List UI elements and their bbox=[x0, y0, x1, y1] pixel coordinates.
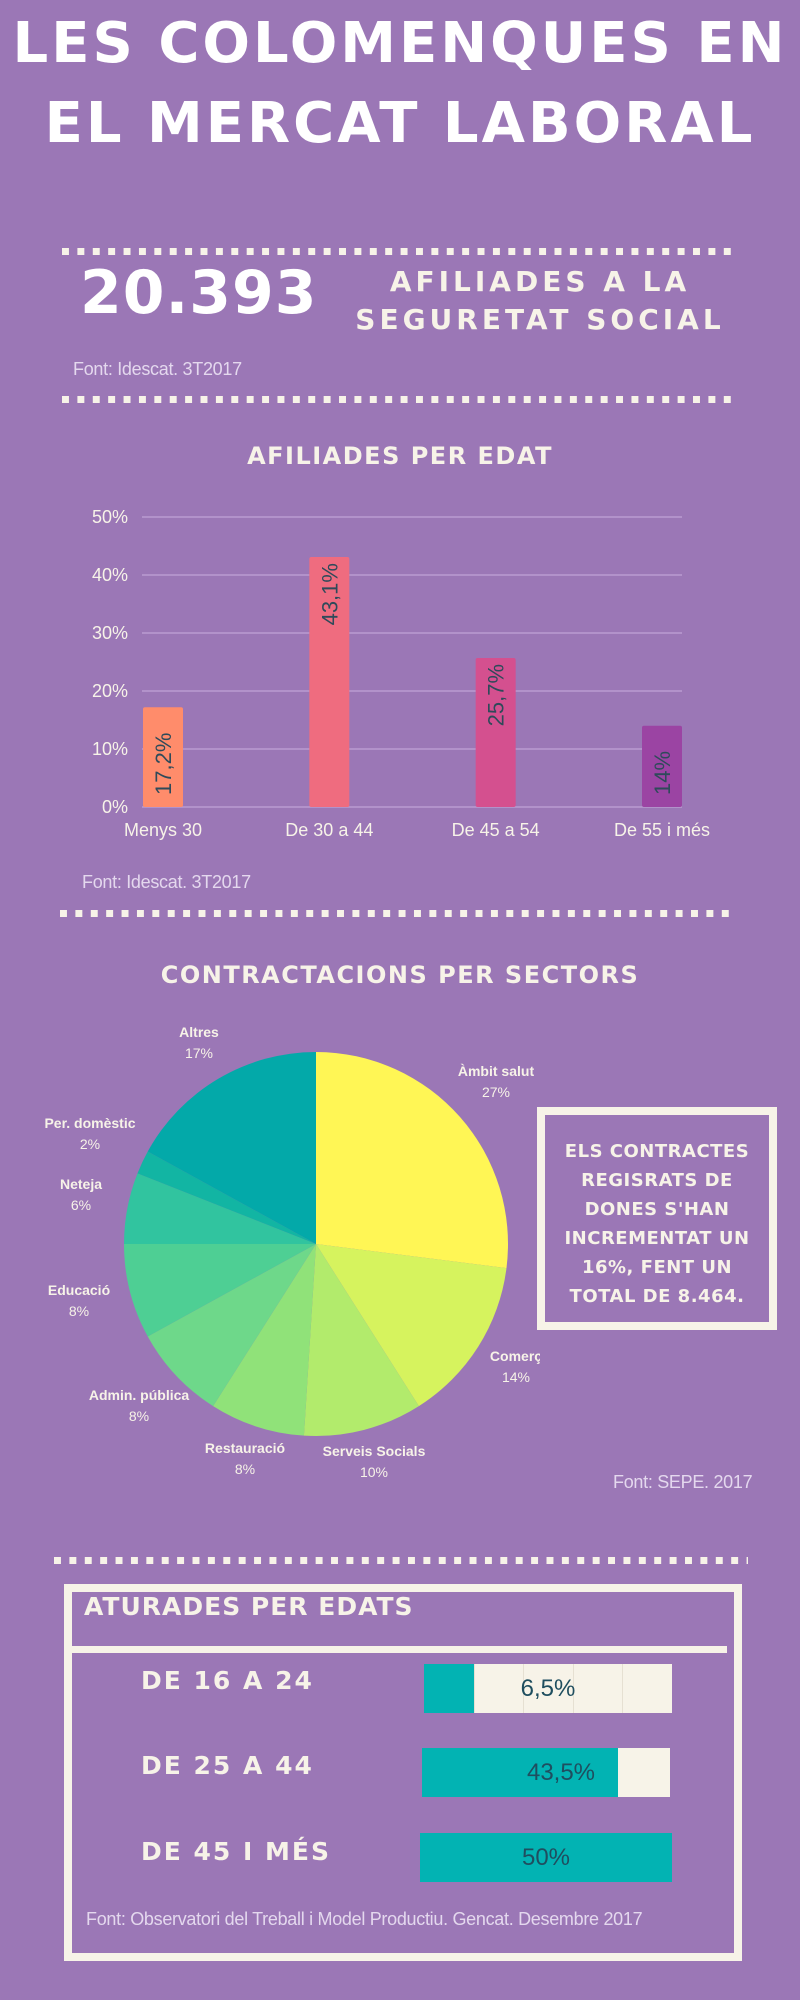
bar bbox=[642, 725, 682, 807]
pie-slice-value: 17% bbox=[185, 1045, 213, 1061]
bar-value-label: 25,7% bbox=[484, 664, 509, 726]
bar-value-label: 43,1% bbox=[317, 563, 342, 625]
dotted-divider bbox=[60, 910, 732, 917]
pie-slice-value: 8% bbox=[129, 1408, 149, 1424]
unemployment-source: Font: Observatori del Treball i Model Pr… bbox=[86, 1909, 643, 1929]
pie-slice-value: 8% bbox=[235, 1461, 255, 1477]
dotted-divider bbox=[62, 248, 732, 255]
pie-slice bbox=[147, 1052, 316, 1244]
callout-line: DONES S'HAN bbox=[584, 1199, 730, 1220]
callout-line: INCREMENTAT UN bbox=[564, 1228, 750, 1249]
pie-slice-label: Restauració bbox=[205, 1440, 285, 1456]
pie-slice bbox=[147, 1244, 316, 1407]
unemployment-bar: 43,5% bbox=[422, 1748, 670, 1797]
unemployment-row-label: DE 25 A 44 bbox=[141, 1751, 314, 1780]
age-chart-title: AFILIADES PER EDAT bbox=[247, 442, 553, 470]
callout-line: TOTAL DE 8.464. bbox=[569, 1286, 745, 1307]
sectors-pie-chart: Àmbit salut 27% Comerç 14% Serveis Socials 10… bbox=[44, 1024, 540, 1480]
pie-slice bbox=[124, 1173, 316, 1244]
y-tick-label: 50% bbox=[92, 507, 128, 527]
x-tick-label: De 30 a 44 bbox=[285, 820, 373, 840]
pie-slice-label: Comerç bbox=[490, 1348, 540, 1364]
pie-slice-value: 27% bbox=[482, 1084, 510, 1100]
pie-slice bbox=[316, 1244, 507, 1407]
pie-slice bbox=[316, 1052, 509, 1269]
pie-slice-label: Altres bbox=[179, 1024, 219, 1040]
callout-line: ELS CONTRACTES bbox=[564, 1141, 750, 1162]
bar bbox=[309, 557, 350, 807]
dotted-divider bbox=[54, 1557, 748, 1564]
pie-slice bbox=[124, 1244, 316, 1337]
affiliates-source: Font: Idescat. 3T2017 bbox=[73, 359, 242, 379]
page-title-line-2: EL MERCAT LABORAL bbox=[44, 91, 756, 156]
pie-slice-value: 2% bbox=[80, 1136, 100, 1152]
age-bar-chart: 17,2% 43,1% 25,7% 14% 0% 10% 20% 30% 40% 50% Men… bbox=[92, 507, 710, 840]
bar bbox=[475, 657, 516, 807]
pie-slice-label: Per. domèstic bbox=[44, 1115, 135, 1131]
unemployment-bar-value: 43,5% bbox=[526, 1759, 596, 1786]
y-tick-label: 40% bbox=[92, 565, 128, 585]
x-tick-label: De 55 i més bbox=[614, 820, 710, 840]
callout-text: ELS CONTRACTES REGISRATS DE DONES S'HAN … bbox=[545, 1137, 769, 1311]
bar bbox=[143, 707, 183, 807]
pie-slice-label: Àmbit salut bbox=[458, 1063, 535, 1079]
pie-slice-label: Educació bbox=[48, 1282, 110, 1298]
bar-value-label: 14% bbox=[650, 751, 675, 795]
pie-slice bbox=[303, 1244, 419, 1436]
bar-value-label: 17,2% bbox=[151, 733, 176, 795]
unemployment-row-label: DE 16 A 24 bbox=[141, 1666, 314, 1695]
pie-slice-label: Serveis Socials bbox=[323, 1443, 426, 1459]
contracts-callout-box: ELS CONTRACTES REGISRATS DE DONES S'HAN … bbox=[537, 1107, 777, 1330]
callout-line: REGISRATS DE bbox=[581, 1170, 733, 1191]
y-tick-label: 30% bbox=[92, 623, 128, 643]
callout-line: 16%, FENT UN bbox=[581, 1257, 733, 1278]
unemployment-bar: 6,5% bbox=[424, 1664, 672, 1713]
affiliates-label-line-1: AFILIADES A LA bbox=[389, 265, 691, 298]
unemployment-bar-fill bbox=[424, 1664, 474, 1713]
sectors-chart-source: Font: SEPE. 2017 bbox=[613, 1472, 753, 1492]
x-tick-label: Menys 30 bbox=[124, 820, 202, 840]
age-chart-source: Font: Idescat. 3T2017 bbox=[82, 872, 251, 892]
unemployment-panel bbox=[64, 1584, 742, 1961]
pie-slice bbox=[137, 1151, 316, 1244]
page-title-line-1: LES COLOMENQUES EN bbox=[12, 11, 788, 76]
y-tick-label: 20% bbox=[92, 681, 128, 701]
unemployment-bar: 50% bbox=[420, 1833, 672, 1882]
pie-slice-value: 14% bbox=[502, 1369, 530, 1385]
y-tick-label: 10% bbox=[92, 739, 128, 759]
pie-slice-value: 8% bbox=[69, 1303, 89, 1319]
unemployment-bar-value: 50% bbox=[521, 1844, 571, 1871]
affiliates-count: 20.393 bbox=[80, 258, 318, 328]
y-tick-label: 0% bbox=[102, 797, 128, 817]
pie-slice-value: 10% bbox=[360, 1464, 388, 1480]
affiliates-label-line-2: SEGURETAT SOCIAL bbox=[355, 303, 725, 336]
pie-slice-value: 6% bbox=[71, 1197, 91, 1213]
pie-slice bbox=[213, 1244, 316, 1436]
sectors-chart-title: CONTRACTACIONS PER SECTORS bbox=[160, 961, 640, 989]
unemployment-bar-value: 6,5% bbox=[520, 1675, 576, 1702]
unemployment-row-label: DE 45 I MÉS bbox=[141, 1837, 331, 1866]
unemployment-title: ATURADES PER EDATS bbox=[84, 1592, 414, 1621]
unemployment-divider bbox=[71, 1646, 727, 1653]
pie-slice-label: Admin. pública bbox=[89, 1387, 190, 1403]
unemployment-bar-fill bbox=[420, 1833, 672, 1882]
unemployment-bar-fill bbox=[422, 1748, 618, 1797]
x-tick-label: De 45 a 54 bbox=[452, 820, 540, 840]
pie-slice-label: Neteja bbox=[60, 1176, 102, 1192]
dotted-divider bbox=[62, 396, 732, 403]
